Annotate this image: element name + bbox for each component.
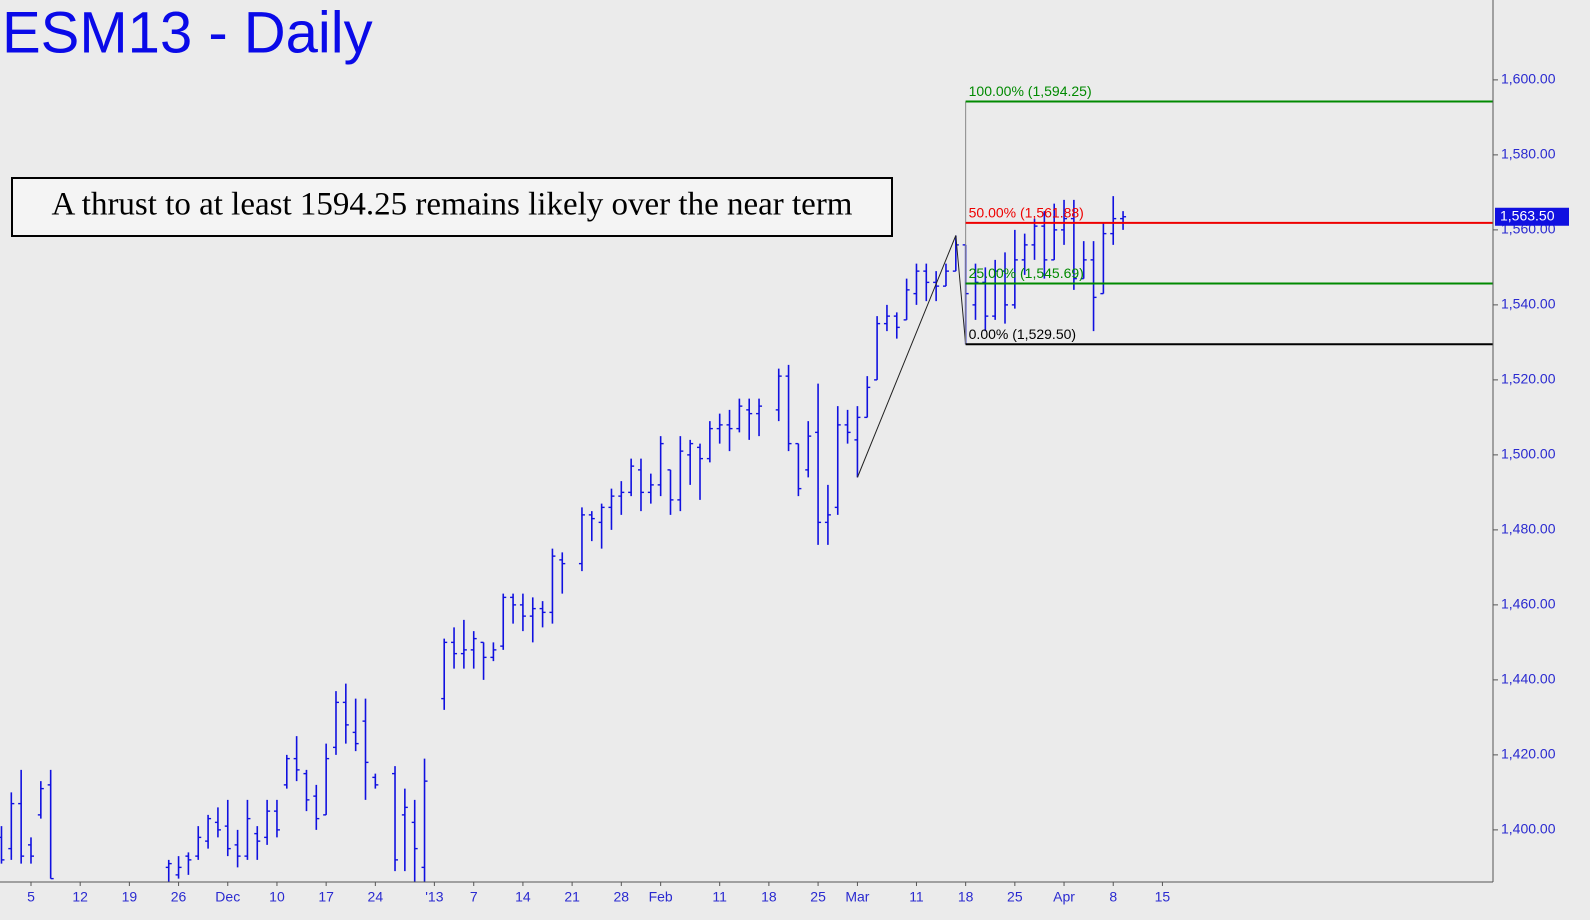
y-tick-label: 1,420.00 [1501,746,1556,762]
fib-label: 0.00% (1,529.50) [969,326,1076,342]
y-tick-label: 1,500.00 [1501,446,1556,462]
x-tick-label: Apr [1053,889,1075,905]
y-tick-label: 1,540.00 [1501,296,1556,312]
chart-title: ESM13 - Daily [2,0,373,65]
x-tick-label: 18 [761,889,777,905]
annotation-box [11,177,893,237]
x-tick-label: 8 [1109,889,1117,905]
x-tick-label: 11 [909,889,924,905]
fib-label: 25.00% (1,545.69) [969,265,1084,281]
x-tick-label: Mar [845,889,869,905]
x-tick-label: 11 [712,889,727,905]
y-tick-label: 1,520.00 [1501,371,1556,387]
plot-area: 100.00% (1,594.25) 50.00% (1,561.88) 25.00… [0,83,1493,882]
y-tick-label: 1,460.00 [1501,596,1556,612]
x-tick-label: 10 [269,889,285,905]
y-tick-label: 1,400.00 [1501,821,1556,837]
x-tick-label: 18 [958,889,974,905]
x-tick-label: 15 [1155,889,1171,905]
x-tick-label: 21 [564,889,580,905]
x-tick-label: 12 [72,889,88,905]
y-tick-label: 1,440.00 [1501,671,1556,687]
x-tick-label: '13 [425,889,443,905]
y-tick-label: 1,480.00 [1501,521,1556,537]
x-tick-label: 25 [1007,889,1023,905]
x-tick-label: 28 [614,889,630,905]
last-price-box [1495,207,1569,226]
swing-line [856,235,967,478]
x-tick-label: 5 [27,889,35,905]
x-tick-label: 7 [470,889,478,905]
x-tick-label: 17 [318,889,334,905]
x-tick-label: Dec [215,889,240,905]
annotation: A thrust to at least 1594.25 remains lik… [52,187,853,223]
fib-label: 100.00% (1,594.25) [969,83,1092,99]
x-tick-label: Feb [649,889,673,905]
fib-label: 50.00% (1,561.88) [969,205,1084,221]
x-tick-label: 25 [810,889,826,905]
y-tick-label: 1,600.00 [1501,71,1556,87]
x-tick-label: 24 [368,889,384,905]
x-tick-label: 19 [122,889,138,905]
x-tick-label: 14 [515,889,531,905]
x-tick-label: 26 [171,889,187,905]
y-tick-label: 1,580.00 [1501,146,1556,162]
last-price-label: 1,563.50 [1500,207,1555,223]
